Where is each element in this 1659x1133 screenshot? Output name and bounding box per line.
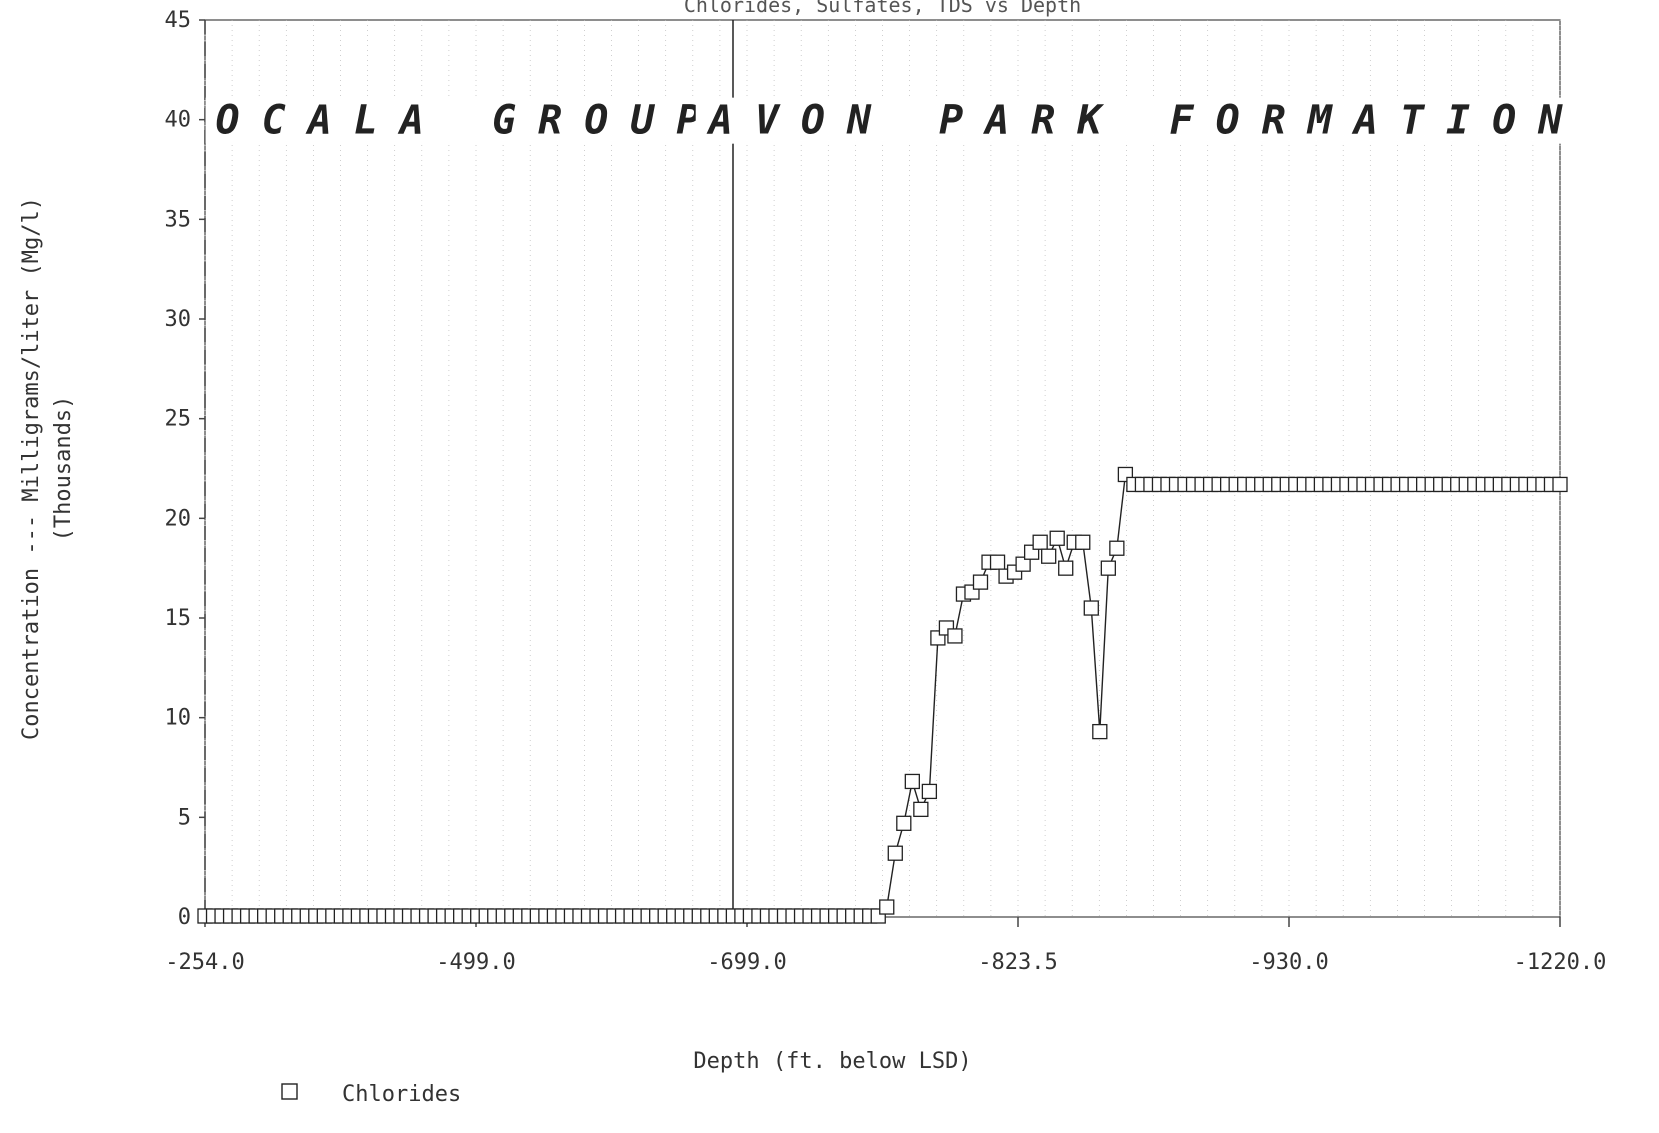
ocala-group-label: OCALA GROUP [216,98,723,144]
chlorides-point [913,801,929,818]
legend: Chlorides [281,1082,461,1107]
chlorides-point [1049,530,1065,546]
x-tick-label: -499.0 [436,950,515,975]
chlorides-point [887,845,903,861]
x-gridlines [204,20,1561,917]
y-tick-label: 0 [178,905,191,930]
x-axis: -254.0 -499.0 -699.0 -823.5 -930.0 -1220.0 Dep… [165,0,1606,1074]
chlorides-point [1041,548,1057,564]
chlorides-point [896,815,912,831]
chlorides-point [879,899,895,915]
chlorides-point [1083,600,1099,616]
chlorides-point [1552,476,1568,493]
y-axis-subtitle: (Thousands) [51,396,76,542]
y-axis-title: Concentration --- Milligrams/liter (Mg/l… [19,197,44,740]
chlorides-point [1075,534,1091,550]
avon-park-formation-label: AVON PARK FORMATION [706,98,1585,144]
x-tick-label: -930.0 [1249,950,1328,975]
plot-frame [204,19,1561,918]
legend-chlorides: Chlorides [342,1082,461,1107]
chlorides-point [1092,723,1108,740]
label-backdrop [695,97,1595,144]
y-tick-label: 30 [165,307,192,332]
y-tick-label: 25 [165,407,192,432]
y-tick-label: 20 [165,506,192,531]
y-tick-label: 10 [165,706,192,731]
chlorides-point [1015,556,1031,572]
chlorides-point [1109,540,1125,556]
chlorides-point [989,554,1006,570]
series-layer [197,466,1568,924]
chlorides-point [1058,560,1074,576]
x-tick-label: -1220.0 [1514,950,1607,975]
chart-title: Chlorides, Sulfates, TDS vs Depth [684,0,1081,17]
plot-border [204,19,1561,918]
y-tick-label: 15 [165,606,192,631]
y-axis: 0 5 10 15 20 25 30 35 40 45 Concentration --- Mill… [19,8,206,930]
chlorides-point [1100,560,1116,576]
legend-square-marker [281,1083,298,1100]
y-tick-label: 35 [165,207,192,232]
y-tick-label: 5 [178,805,191,830]
chlorides-point [947,628,963,644]
chlorides-point [904,773,920,790]
chlorides-point [921,783,938,800]
y-tick-label: 40 [165,108,192,133]
y-tick-label: 45 [165,8,192,33]
x-axis-title: Depth (ft. below LSD) [693,1049,971,1074]
chlorides-point [972,574,989,590]
x-tick-label: -699.0 [707,950,786,975]
label-backdrop [205,97,733,144]
chlorides-point [1032,534,1048,550]
x-tick-label: -254.0 [165,950,244,975]
x-tick-label: -823.5 [978,950,1057,975]
